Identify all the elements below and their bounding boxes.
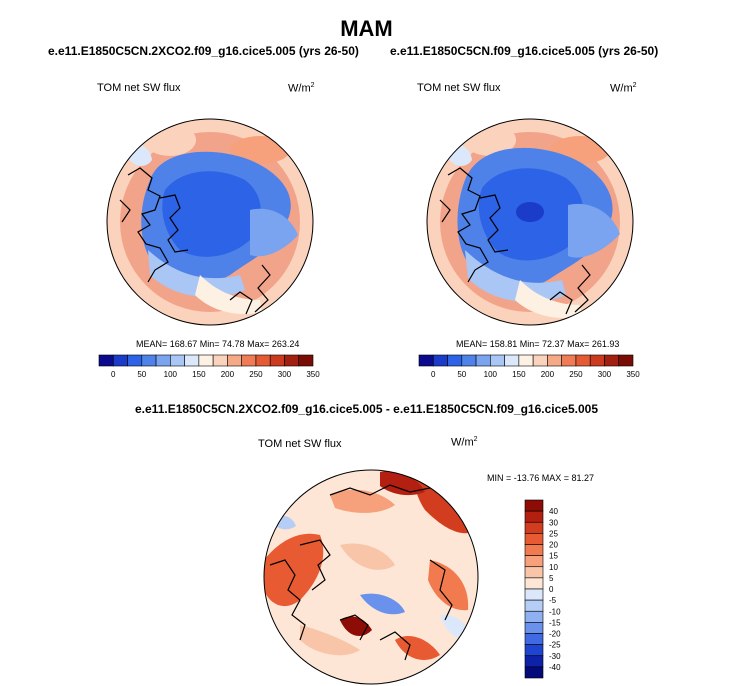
colorbar-swatch — [475, 354, 491, 367]
season-title: MAM — [340, 16, 393, 41]
colorbar-swatch — [298, 354, 314, 367]
colorbar-tick-label: 200 — [541, 370, 555, 379]
colorbar-tick-label: 50 — [137, 370, 146, 379]
panel-test-stats: MEAN= 168.67 Min= 74.78 Max= 263.24 — [136, 339, 300, 349]
colorbar-tick-label: 30 — [549, 518, 558, 527]
colorbar-swatch — [575, 354, 591, 367]
colorbar-swatch — [98, 354, 114, 367]
diff-stats: MIN = -13.76 MAX = 81.27 — [487, 473, 595, 483]
colorbar-tick-label: 10 — [549, 563, 558, 572]
colorbar-tick-label: 200 — [221, 370, 235, 379]
colorbar-tick-label: 100 — [164, 370, 178, 379]
colorbar-swatch — [184, 354, 200, 367]
colorbar-swatch — [561, 354, 577, 367]
colorbar-tick-label: -30 — [549, 652, 561, 661]
colorbar-swatch — [524, 655, 544, 668]
diff-units: W/m2 — [451, 436, 478, 449]
colorbar-tick-label: 40 — [549, 507, 558, 516]
colorbar-swatch — [524, 521, 544, 534]
colorbar-tick-label: 300 — [278, 370, 292, 379]
colorbar-swatch — [524, 622, 544, 634]
colorbar-swatch — [524, 566, 544, 579]
colorbar-swatch — [524, 666, 544, 679]
colorbar-swatch — [269, 354, 285, 367]
colorbar-swatch — [524, 633, 544, 645]
colorbar-tick-label: 0 — [111, 370, 116, 379]
colorbar-swatch — [524, 544, 544, 556]
colorbar-swatch — [547, 354, 562, 367]
colorbar-swatch — [461, 354, 477, 367]
colorbar-swatch — [504, 354, 520, 367]
colorbar-swatch — [432, 354, 448, 367]
colorbar-swatch — [418, 354, 434, 367]
colorbar-swatch — [618, 354, 634, 367]
panel-control-variable: TOM net SW flux — [417, 82, 501, 94]
panel-control-units: W/m2 — [610, 82, 637, 95]
colorbar-tick-label: 15 — [549, 552, 558, 561]
diff-colorbar: 40 30 25 20 15 10 5 0 -5 -10 -15 -20 -25 -30 -40 — [524, 499, 561, 679]
colorbar-swatch — [112, 354, 128, 367]
colorbar-tick-label: -40 — [549, 663, 561, 672]
colorbar-swatch — [524, 499, 544, 512]
colorbar-swatch — [155, 354, 171, 367]
colorbar-swatch — [524, 533, 544, 545]
diff-map — [263, 469, 479, 685]
diff-variable: TOM net SW flux — [258, 438, 342, 450]
panel-control-title: e.e11.E1850C5CN.f09_g16.cice5.005 (yrs 2… — [390, 44, 659, 58]
colorbar-tick-label: 5 — [549, 574, 554, 583]
colorbar-swatch — [524, 577, 544, 590]
colorbar-tick-label: 100 — [484, 370, 498, 379]
colorbar-swatch — [241, 354, 257, 367]
panel-control-map — [426, 118, 634, 326]
panel-test-variable: TOM net SW flux — [97, 82, 181, 94]
colorbar-tick-label: -15 — [549, 618, 561, 627]
colorbar-tick-label: -20 — [549, 630, 561, 639]
colorbar-swatch — [284, 354, 300, 367]
panel-control-colorbar: 0 50 100 150 200 250 300 350 — [418, 354, 640, 379]
colorbar-swatch — [490, 354, 505, 367]
colorbar-swatch — [532, 354, 548, 367]
colorbar-swatch — [141, 354, 157, 367]
colorbar-tick-label: 350 — [626, 370, 640, 379]
colorbar-swatch — [212, 354, 228, 367]
colorbar-tick-label: 150 — [192, 370, 206, 379]
colorbar-swatch — [524, 555, 544, 568]
colorbar-swatch — [524, 599, 544, 612]
colorbar-tick-label: 250 — [249, 370, 263, 379]
colorbar-tick-label: 0 — [431, 370, 436, 379]
colorbar-swatch — [604, 354, 620, 367]
colorbar-swatch — [447, 354, 463, 367]
colorbar-tick-label: -10 — [549, 607, 561, 616]
colorbar-swatch — [524, 644, 544, 657]
colorbar-tick-label: 0 — [549, 585, 554, 594]
colorbar-swatch — [255, 354, 271, 367]
panel-test-units: W/m2 — [288, 82, 315, 95]
panel-test-map — [106, 118, 314, 326]
colorbar-swatch — [170, 354, 185, 367]
colorbar-tick-label: 50 — [457, 370, 466, 379]
colorbar-tick-label: 350 — [306, 370, 320, 379]
panel-test-colorbar: 0 50 100 150 200 250 300 350 — [98, 354, 320, 379]
diff-title: e.e11.E1850C5CN.2XCO2.f09_g16.cice5.005 … — [135, 402, 598, 416]
panel-test-title: e.e11.E1850C5CN.2XCO2.f09_g16.cice5.005 … — [48, 44, 359, 58]
colorbar-tick-label: -5 — [549, 596, 557, 605]
colorbar-swatch — [524, 510, 544, 523]
colorbar-tick-label: 20 — [549, 541, 558, 550]
colorbar-tick-label: 300 — [598, 370, 612, 379]
colorbar-tick-label: 25 — [549, 529, 558, 538]
colorbar-swatch — [589, 354, 605, 367]
colorbar-swatch — [227, 354, 242, 367]
colorbar-tick-label: 150 — [512, 370, 526, 379]
colorbar-swatch — [524, 588, 544, 601]
colorbar-tick-label: 250 — [569, 370, 583, 379]
colorbar-tick-label: -25 — [549, 641, 561, 650]
panel-control-stats: MEAN= 158.81 Min= 72.37 Max= 261.93 — [456, 339, 620, 349]
colorbar-swatch — [198, 354, 214, 367]
colorbar-swatch — [127, 354, 143, 367]
colorbar-swatch — [524, 610, 544, 623]
colorbar-swatch — [518, 354, 534, 367]
